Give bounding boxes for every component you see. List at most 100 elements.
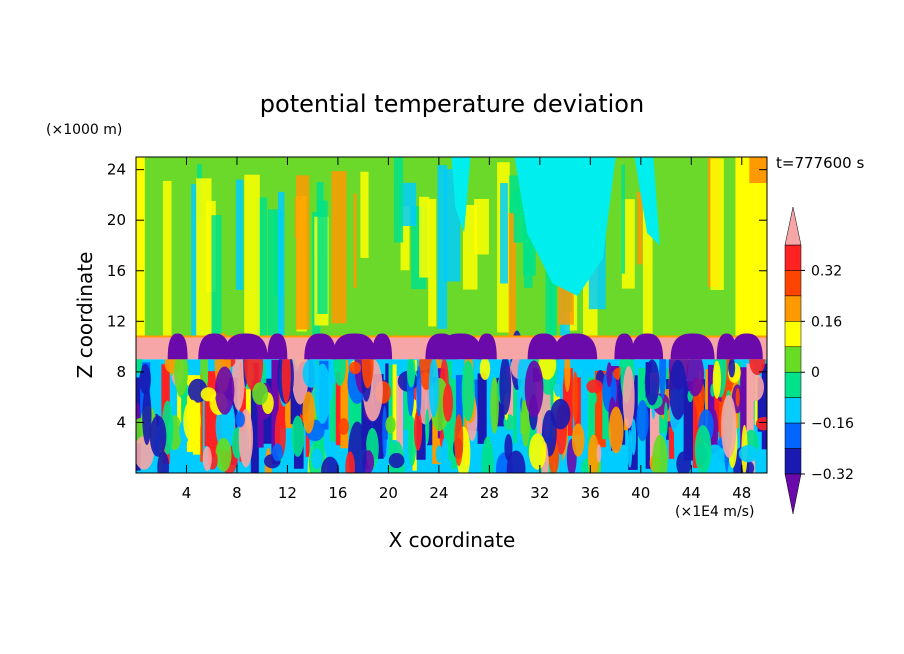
colorbar-tick-label: 0.32 <box>811 263 842 279</box>
turbulence-eddy <box>676 451 692 473</box>
x-tick-label: 32 <box>530 484 549 502</box>
turbulence-eddy <box>416 365 422 417</box>
turbulence-streak <box>329 383 339 442</box>
upper-streak <box>642 189 653 337</box>
turbulence-eddy <box>630 418 637 456</box>
turbulence-eddy <box>136 435 154 470</box>
turbulence-eddy <box>338 418 350 435</box>
x-tick-label: 40 <box>631 484 650 502</box>
x-tick-label: 48 <box>732 484 751 502</box>
upper-streak <box>500 183 508 284</box>
turbulence-streak <box>250 363 259 473</box>
turbulence-eddy <box>214 366 235 415</box>
turbulence-streak <box>290 363 295 425</box>
turbulence-streak <box>285 375 293 429</box>
x-tick-label: 4 <box>182 484 192 502</box>
turbulence-eddy <box>524 360 544 418</box>
upper-streak <box>523 210 533 288</box>
turbulence-eddy <box>608 406 624 454</box>
turbulence-eddy <box>738 445 759 463</box>
plot-area <box>136 157 767 473</box>
turbulence-eddy <box>291 415 305 457</box>
purple-blob <box>372 333 393 360</box>
turbulence-streak <box>412 360 417 471</box>
turbulence-eddy <box>382 406 387 458</box>
turbulence-eddy <box>149 415 167 457</box>
upper-streak <box>235 179 244 290</box>
upper-streak <box>256 197 268 337</box>
turbulence-eddy <box>345 451 355 473</box>
turbulence-eddy <box>425 408 430 445</box>
turbulence-eddy <box>215 437 232 472</box>
turbulence-streak <box>649 372 660 462</box>
colorbar-bin <box>784 371 802 398</box>
turbulence-eddy <box>481 436 494 473</box>
turbulence-streak <box>462 367 466 465</box>
purple-blob <box>631 333 664 360</box>
turbulence-eddy <box>506 450 526 473</box>
upper-streak <box>191 184 198 337</box>
turbulence-streak <box>562 368 573 436</box>
turbulence-streak <box>392 364 397 441</box>
turbulence-eddy <box>157 451 170 473</box>
turbulence-eddy <box>490 376 499 434</box>
turbulence-streak <box>707 364 717 446</box>
purple-blob <box>332 333 377 360</box>
turbulence-streak <box>335 371 342 446</box>
y-tick-label: 8 <box>116 363 126 381</box>
turbulence-eddy <box>281 347 291 404</box>
upper-streak <box>244 174 260 337</box>
upper-streak <box>162 180 172 337</box>
turbulence-streak <box>464 379 469 466</box>
upper-streak <box>196 178 212 337</box>
turbulence-eddy <box>644 359 660 406</box>
turbulence-eddy <box>606 362 613 388</box>
colorbar-bin <box>784 244 802 271</box>
cyan-region <box>634 157 660 246</box>
turbulence-streak <box>202 379 206 464</box>
turbulence-eddy <box>272 443 284 462</box>
turbulence-eddy <box>302 391 315 434</box>
turbulence-streak <box>361 383 368 450</box>
turbulence-eddy <box>499 355 512 415</box>
turbulence-eddy <box>202 446 212 472</box>
upper-streak <box>462 205 478 290</box>
colorbar-bin <box>784 397 802 424</box>
turbulence-eddy <box>663 401 668 437</box>
colorbar-bin <box>784 321 802 348</box>
purple-blob <box>304 333 337 360</box>
upper-streak <box>419 196 430 278</box>
colorbar-bin <box>784 270 802 297</box>
upper-streak <box>621 164 625 274</box>
turbulence-eddy <box>735 387 740 407</box>
turbulence-streak <box>355 371 363 464</box>
turbulence-streak <box>757 377 765 432</box>
turbulence-streak <box>580 374 590 444</box>
turbulence-eddy <box>694 425 712 473</box>
colorbar-tick-label: −0.32 <box>811 467 854 483</box>
turbulence-streak <box>170 363 180 423</box>
turbulence-eddy <box>231 351 245 411</box>
upper-streak <box>621 199 635 289</box>
colorbar-bin <box>784 295 802 322</box>
upper-streak <box>710 158 724 291</box>
purple-blob <box>476 333 497 360</box>
turbulence-eddy <box>636 400 649 442</box>
turbulence-eddy <box>200 387 217 402</box>
turbulence-eddy <box>428 357 439 418</box>
turbulence-streak <box>349 368 359 446</box>
upper-streak <box>437 165 448 329</box>
y-tick-label: 4 <box>116 413 126 431</box>
turbulence-eddy <box>571 423 585 457</box>
purple-blob <box>223 333 268 360</box>
turbulence-eddy <box>461 360 475 422</box>
cyan-region <box>514 157 616 297</box>
upper-streak <box>317 200 328 314</box>
x-tick-label: 36 <box>581 484 600 502</box>
turbulence-eddy <box>349 361 361 375</box>
colorbar-tick-label: −0.16 <box>811 416 854 432</box>
turbulence-eddy <box>413 409 423 451</box>
turbulence-streak <box>645 362 652 469</box>
purple-blob <box>614 333 635 360</box>
turbulence-streak <box>177 371 183 426</box>
